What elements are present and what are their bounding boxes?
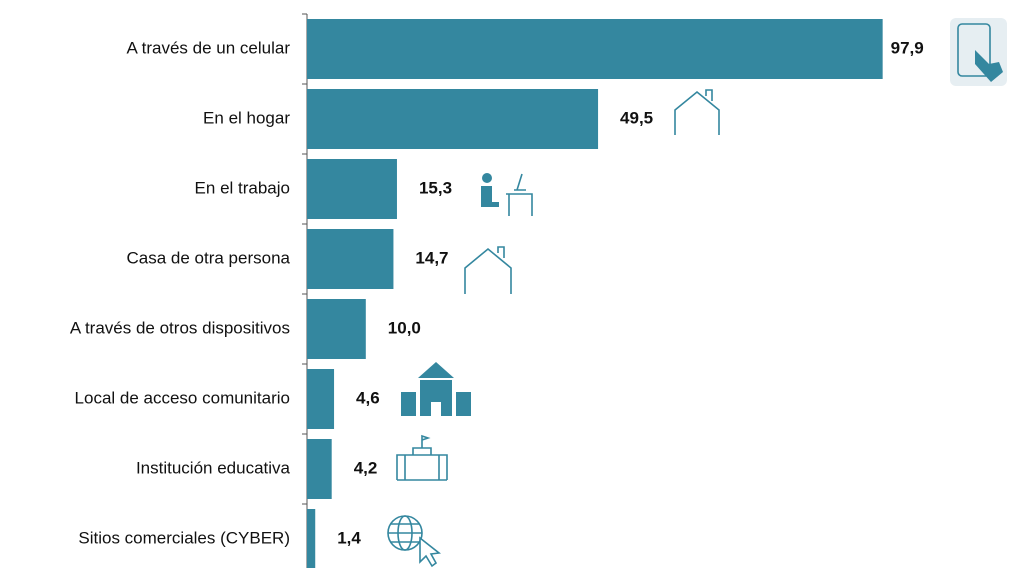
building-icon: [401, 362, 471, 416]
bar: [307, 19, 883, 79]
category-label: Casa de otra persona: [127, 248, 291, 267]
category-label: En el trabajo: [195, 178, 290, 197]
category-label: A través de un celular: [127, 38, 291, 57]
phone-icon: [950, 18, 1007, 86]
globe-icon: [387, 515, 441, 568]
value-label: 14,7: [415, 248, 448, 267]
house-icon: [464, 246, 512, 294]
value-label: 4,2: [354, 458, 378, 477]
icons: [387, 18, 1007, 568]
category-label: A través de otros dispositivos: [70, 318, 290, 337]
house-icon: [674, 89, 720, 135]
bar: [307, 369, 335, 429]
value-label: 1,4: [337, 528, 361, 547]
bar: [307, 229, 394, 289]
bar: [307, 159, 397, 219]
category-label: Local de acceso comunitario: [75, 388, 290, 407]
category-label: Sitios comerciales (CYBER): [78, 528, 290, 547]
value-label: 10,0: [388, 318, 421, 337]
bar: [307, 89, 599, 149]
bar: [307, 439, 332, 499]
value-label: 4,6: [356, 388, 380, 407]
desk-icon: [481, 173, 533, 216]
bar: [307, 299, 366, 359]
value-label: 97,9: [891, 38, 924, 57]
bar: [307, 509, 316, 568]
school-icon: [396, 434, 448, 481]
value-label: 15,3: [419, 178, 452, 197]
category-label: En el hogar: [203, 108, 290, 127]
category-label: Institución educativa: [136, 458, 291, 477]
value-label: 49,5: [620, 108, 653, 127]
